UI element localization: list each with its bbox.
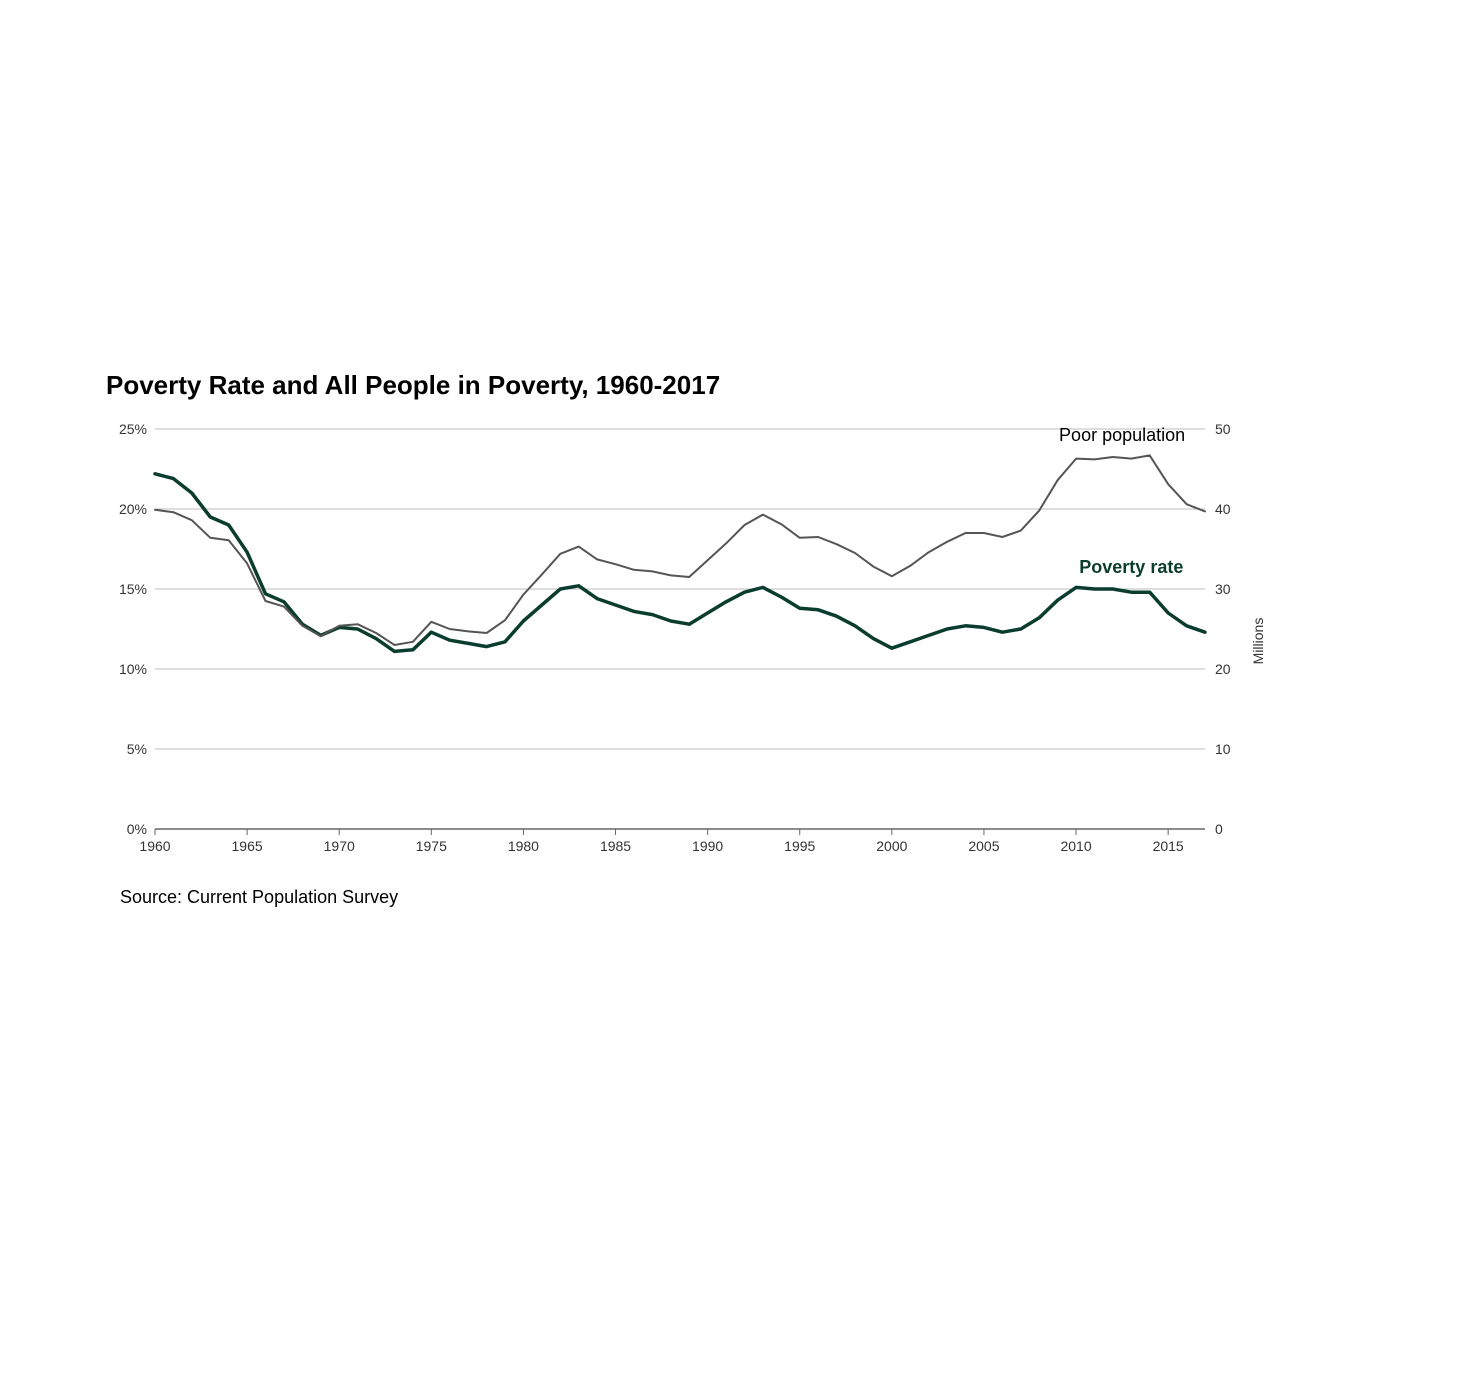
svg-text:15%: 15% xyxy=(119,581,147,597)
svg-text:0%: 0% xyxy=(127,821,147,837)
series-label: Poverty rate xyxy=(1079,557,1183,577)
svg-text:50: 50 xyxy=(1215,421,1231,437)
svg-text:1990: 1990 xyxy=(692,838,723,854)
svg-text:25%: 25% xyxy=(119,421,147,437)
chart-source: Source: Current Population Survey xyxy=(120,887,1360,908)
svg-text:40: 40 xyxy=(1215,501,1231,517)
chart-title: Poverty Rate and All People in Poverty, … xyxy=(106,370,1360,401)
svg-text:5%: 5% xyxy=(127,741,147,757)
series-line xyxy=(155,474,1205,652)
svg-text:10: 10 xyxy=(1215,741,1231,757)
series-label: Poor population xyxy=(1059,425,1185,445)
svg-text:2005: 2005 xyxy=(968,838,999,854)
svg-text:1980: 1980 xyxy=(508,838,539,854)
svg-text:1960: 1960 xyxy=(139,838,170,854)
series-line xyxy=(155,455,1205,645)
svg-text:1965: 1965 xyxy=(232,838,263,854)
svg-text:Millions: Millions xyxy=(1250,618,1266,665)
page: Poverty Rate and All People in Poverty, … xyxy=(0,0,1462,1375)
line-chart: 0% 5% 10% 15% 20% 25% 0 10 20 30 40 50 Millions 1960 1… xyxy=(100,419,1280,869)
svg-text:30: 30 xyxy=(1215,581,1231,597)
svg-text:1995: 1995 xyxy=(784,838,815,854)
svg-text:20: 20 xyxy=(1215,661,1231,677)
svg-text:10%: 10% xyxy=(119,661,147,677)
svg-text:2010: 2010 xyxy=(1060,838,1091,854)
svg-text:2000: 2000 xyxy=(876,838,907,854)
svg-text:1970: 1970 xyxy=(324,838,355,854)
svg-text:1985: 1985 xyxy=(600,838,631,854)
svg-text:2015: 2015 xyxy=(1153,838,1184,854)
chart-container: Poverty Rate and All People in Poverty, … xyxy=(100,370,1360,908)
svg-text:1975: 1975 xyxy=(416,838,447,854)
svg-text:0: 0 xyxy=(1215,821,1223,837)
svg-text:20%: 20% xyxy=(119,501,147,517)
